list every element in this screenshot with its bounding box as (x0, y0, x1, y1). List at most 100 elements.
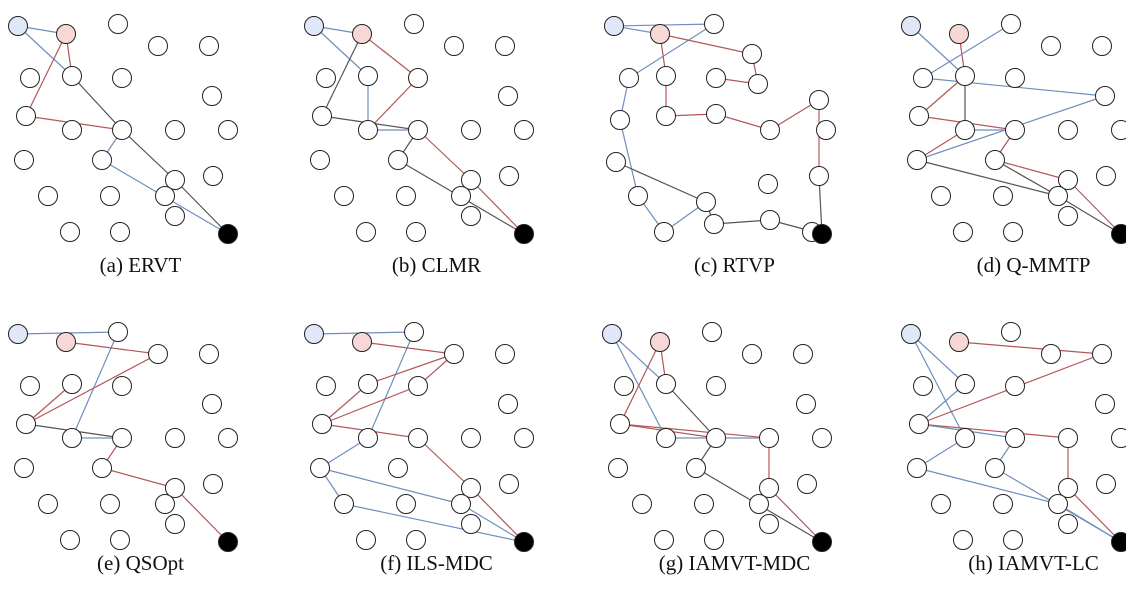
network-node (21, 69, 40, 88)
network-node (994, 187, 1013, 206)
network-node (629, 187, 648, 206)
network-node (908, 151, 927, 170)
network-node (111, 531, 130, 550)
network-node (39, 495, 58, 514)
network-node (499, 87, 518, 106)
network-node (1097, 475, 1116, 494)
network-node (932, 187, 951, 206)
network-node (496, 37, 515, 56)
network-graph-d (893, 0, 1126, 255)
network-node (407, 531, 426, 550)
network-node (203, 395, 222, 414)
network-node (657, 107, 676, 126)
network-node (914, 69, 933, 88)
network-node (956, 121, 975, 140)
caption-g: (g) IAMVT-MDC (594, 551, 875, 576)
network-node (93, 151, 112, 170)
network-node (462, 429, 481, 448)
source-node-blue (902, 325, 921, 344)
network-node (149, 37, 168, 56)
network-node (311, 459, 330, 478)
network-node (707, 105, 726, 124)
network-node (397, 495, 416, 514)
network-node (1059, 121, 1078, 140)
panel-a: (a) ERVT (0, 0, 281, 290)
network-node (452, 495, 471, 514)
network-node (1049, 187, 1068, 206)
network-node (389, 459, 408, 478)
network-node (111, 223, 130, 242)
network-node (21, 377, 40, 396)
source-node-blue (9, 17, 28, 36)
network-node (798, 475, 817, 494)
route-edge (959, 342, 1102, 354)
route-edge (122, 130, 175, 180)
route-edge (660, 34, 752, 54)
network-node (405, 323, 424, 342)
network-node (39, 187, 58, 206)
network-node (1093, 37, 1112, 56)
network-node (317, 377, 336, 396)
network-node (1004, 223, 1023, 242)
caption-h: (h) IAMVT-LC (893, 551, 1126, 576)
network-node (707, 377, 726, 396)
network-node (15, 459, 34, 478)
network-node (359, 121, 378, 140)
source-node-blue (305, 325, 324, 344)
network-node (761, 121, 780, 140)
network-graph-b (296, 0, 577, 255)
network-node (749, 75, 768, 94)
source-node-red (57, 333, 76, 352)
network-node (994, 495, 1013, 514)
network-node (500, 475, 519, 494)
network-node (1042, 345, 1061, 364)
network-node (156, 495, 175, 514)
network-node (113, 429, 132, 448)
network-node (452, 187, 471, 206)
network-node (615, 377, 634, 396)
network-node (500, 167, 519, 186)
source-node-blue (9, 325, 28, 344)
network-node (611, 111, 630, 130)
network-node (611, 415, 630, 434)
network-node (703, 323, 722, 342)
network-node (359, 375, 378, 394)
network-node (607, 153, 626, 172)
network-node (204, 475, 223, 494)
network-node (759, 175, 778, 194)
network-node (986, 151, 1005, 170)
network-node (954, 531, 973, 550)
network-node (794, 345, 813, 364)
network-node (810, 91, 829, 110)
network-node (657, 67, 676, 86)
panel-b: (b) CLMR (296, 0, 577, 290)
network-node (113, 121, 132, 140)
network-node (813, 429, 832, 448)
network-graph-f (296, 308, 577, 563)
network-node (956, 429, 975, 448)
route-edge (368, 78, 418, 130)
network-graph-e (0, 308, 281, 563)
network-node (166, 121, 185, 140)
network-node (409, 429, 428, 448)
network-node (1097, 167, 1116, 186)
network-node (63, 429, 82, 448)
network-node (761, 211, 780, 230)
network-node (687, 459, 706, 478)
route-edge (362, 342, 454, 354)
network-node (515, 429, 534, 448)
network-node (620, 69, 639, 88)
network-node (707, 69, 726, 88)
network-node (1006, 429, 1025, 448)
network-node (657, 375, 676, 394)
panel-f: (f) ILS-MDC (296, 308, 577, 598)
network-node (113, 69, 132, 88)
network-node (932, 495, 951, 514)
network-node (657, 429, 676, 448)
network-node (817, 121, 836, 140)
network-node (515, 121, 534, 140)
network-node (409, 69, 428, 88)
network-node (17, 107, 36, 126)
network-node (1112, 429, 1126, 448)
sink-node (219, 533, 238, 552)
